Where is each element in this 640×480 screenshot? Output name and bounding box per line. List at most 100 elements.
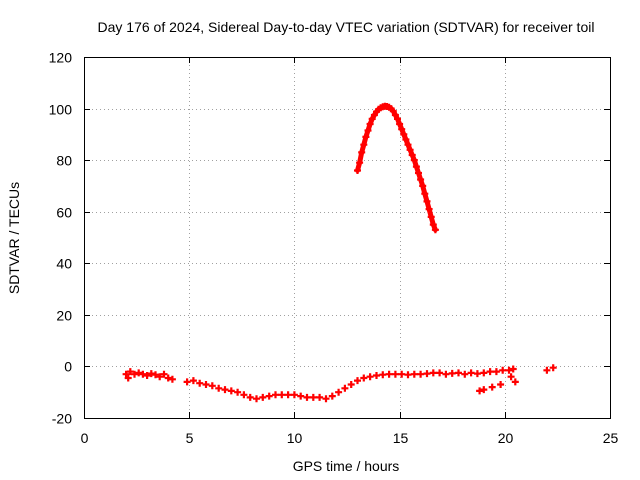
data-point <box>126 368 134 376</box>
data-point <box>168 375 176 383</box>
data-point <box>389 107 397 115</box>
data-point <box>122 370 130 378</box>
data-point <box>404 371 412 379</box>
x-tick-label: 5 <box>186 430 194 446</box>
data-point <box>366 373 374 381</box>
axis-ticks <box>84 57 611 419</box>
data-point <box>436 369 444 377</box>
data-point <box>410 370 418 378</box>
data-point <box>366 120 374 128</box>
data-point <box>417 370 425 378</box>
y-tick-labels: -20 0 20 40 60 80 100 120 <box>49 50 73 427</box>
grid <box>84 57 610 418</box>
data-point <box>341 384 349 392</box>
series-baseline <box>122 364 557 403</box>
data-point <box>404 141 412 149</box>
x-tick-label: 25 <box>603 430 619 446</box>
data-point <box>360 374 368 382</box>
data-point <box>396 120 404 128</box>
data-point <box>215 384 223 392</box>
data-point <box>208 382 216 390</box>
data-point <box>284 391 292 399</box>
data-point <box>412 163 420 171</box>
y-tick-label: 20 <box>56 308 72 324</box>
data-point <box>480 386 488 394</box>
data-point <box>499 366 507 374</box>
x-axis-label: GPS time / hours <box>293 458 400 474</box>
data-point <box>189 377 197 385</box>
data-point <box>335 388 343 396</box>
y-axis-label: SDTVAR / TECUs <box>6 182 22 294</box>
y-tick-label: 100 <box>49 102 73 118</box>
data-point <box>549 364 557 372</box>
data-point <box>309 393 317 401</box>
chart-title: Day 176 of 2024, Sidereal Day-to-day VTE… <box>98 19 595 35</box>
data-point <box>385 370 393 378</box>
data-point <box>131 370 138 378</box>
data-point <box>497 381 505 388</box>
data-point <box>423 370 431 378</box>
data-point <box>202 381 210 388</box>
y-tick-label: 0 <box>64 359 72 375</box>
series-satellite-arc-high <box>354 102 439 234</box>
data-point <box>509 365 517 373</box>
data-point <box>488 383 496 391</box>
data-point <box>391 111 399 119</box>
data-point <box>427 213 435 221</box>
data-point <box>362 133 370 141</box>
data-point <box>425 205 433 213</box>
plot-frame <box>84 57 611 419</box>
x-tick-labels: 0 5 10 15 20 25 <box>81 430 619 446</box>
y-tick-label: 120 <box>49 50 73 66</box>
data-point <box>442 370 450 378</box>
data-point <box>398 370 406 378</box>
y-tick-label: -20 <box>52 411 72 427</box>
data-point <box>410 156 418 164</box>
data-point <box>183 378 191 386</box>
data-point <box>402 136 410 143</box>
data-point <box>328 392 336 400</box>
data-point <box>415 169 422 177</box>
data-point <box>246 393 254 401</box>
y-tick-label: 40 <box>56 256 72 272</box>
data-point <box>429 221 437 229</box>
data-point <box>473 370 481 378</box>
data-point <box>429 369 437 377</box>
data-point <box>417 176 425 183</box>
data-point <box>322 395 330 403</box>
data-point <box>354 377 361 385</box>
data-point <box>265 392 273 400</box>
data-point <box>227 387 235 395</box>
data-point <box>486 368 494 376</box>
data-point <box>507 373 515 381</box>
data-point <box>297 392 305 400</box>
data-point <box>419 182 427 190</box>
x-tick-label: 15 <box>393 430 409 446</box>
data-point <box>356 159 364 167</box>
data-point <box>278 391 286 399</box>
data-point <box>505 366 513 374</box>
data-point <box>480 369 488 377</box>
data-point <box>431 226 439 234</box>
data-point <box>360 141 368 149</box>
data-point <box>373 372 380 379</box>
data-point <box>152 371 159 379</box>
data-point <box>196 379 204 387</box>
x-tick-label: 10 <box>287 430 303 446</box>
data-point <box>143 372 151 379</box>
data-point <box>221 386 229 394</box>
data-point <box>253 395 260 403</box>
x-tick-label: 0 <box>81 430 89 446</box>
data-point <box>398 125 406 133</box>
data-point <box>461 370 469 378</box>
data-point <box>368 115 376 123</box>
data-point <box>543 366 551 374</box>
data-point <box>347 381 355 388</box>
data-point <box>467 369 475 377</box>
data-point <box>354 167 361 174</box>
data-point <box>164 374 172 382</box>
data-point <box>303 393 311 401</box>
data-point <box>290 391 298 399</box>
data-point <box>379 371 387 379</box>
